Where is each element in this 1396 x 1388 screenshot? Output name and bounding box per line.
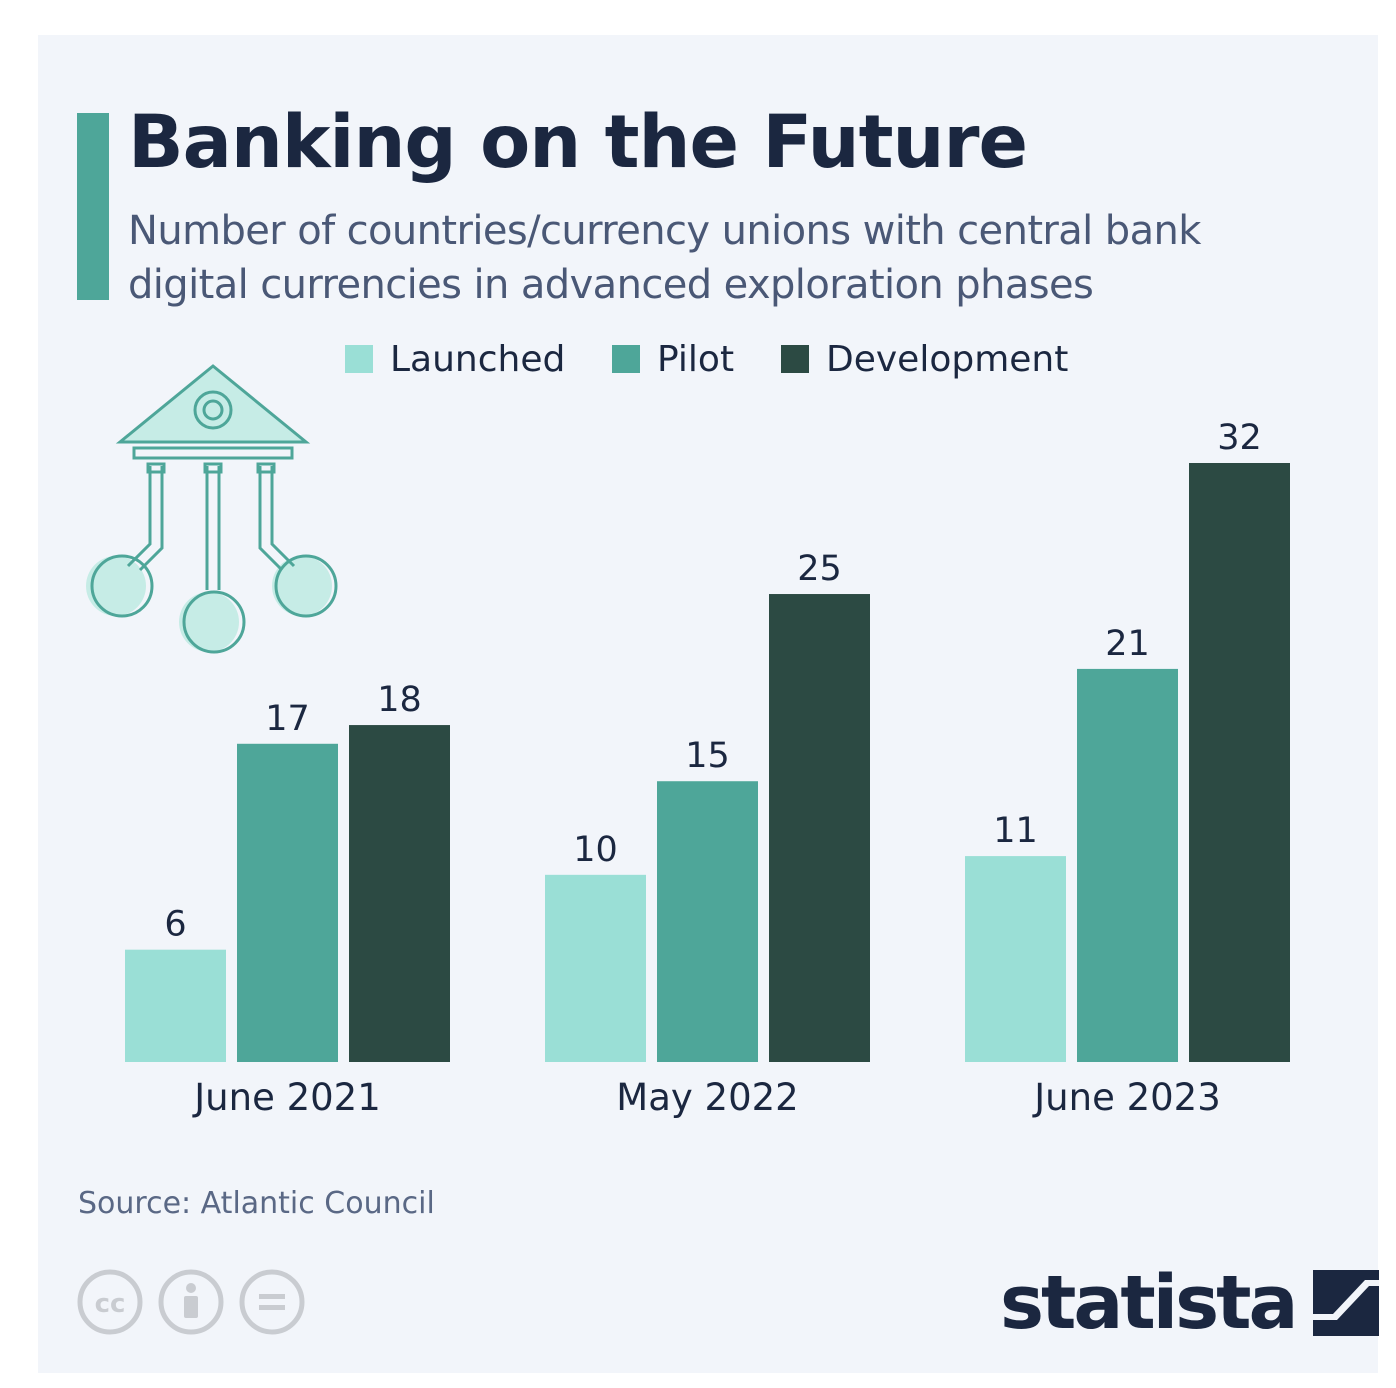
bar-launched-0 (125, 949, 226, 1062)
bar-chart: 6 17 18 June 2021 10 15 25 May 2022 11 21 32 June 2… (125, 418, 1290, 1119)
chart-legend: Launched Pilot Development (0, 334, 1396, 384)
data-label-pilot-1: 15 (685, 736, 730, 776)
title-accent-bar (77, 113, 109, 300)
svg-text:cc: cc (95, 1289, 126, 1319)
legend-item-pilot: Pilot (612, 334, 734, 384)
source-note: Source: Atlantic Council (78, 1186, 435, 1221)
legend-item-launched: Launched (345, 334, 565, 384)
attribution-icon (158, 1269, 224, 1335)
legend-swatch-pilot (612, 345, 640, 373)
category-label-1: May 2022 (616, 1076, 798, 1119)
legend-swatch-development (781, 345, 809, 373)
data-label-pilot-2: 21 (1105, 624, 1150, 664)
category-label-0: June 2021 (192, 1076, 381, 1119)
bar-development-1 (769, 594, 870, 1062)
data-label-development-2: 32 (1217, 418, 1262, 458)
legend-label-development: Development (826, 338, 1069, 380)
chart-title: Banking on the Future (128, 100, 1028, 185)
subtitle-line-2: digital currencies in advanced explorati… (128, 262, 1094, 308)
bar-development-0 (349, 725, 450, 1062)
data-label-launched-1: 10 (573, 830, 618, 870)
data-label-development-0: 18 (377, 680, 422, 720)
statista-logo-mark-icon (1313, 1270, 1380, 1336)
bank-building-circuit-icon (86, 364, 338, 654)
legend-label-pilot: Pilot (657, 338, 735, 380)
data-label-pilot-0: 17 (265, 699, 310, 739)
legend-swatch-launched (345, 345, 373, 373)
statista-logo: statista (1000, 1258, 1380, 1348)
legend-item-development: Development (781, 334, 1068, 384)
no-derivatives-icon (239, 1269, 305, 1335)
category-label-2: June 2023 (1032, 1076, 1221, 1119)
bar-launched-1 (545, 874, 646, 1062)
cc-icon: cc (77, 1269, 143, 1335)
bar-launched-2 (965, 856, 1066, 1062)
subtitle-line-1: Number of countries/currency unions with… (128, 208, 1201, 254)
legend-label-launched: Launched (390, 338, 566, 380)
bar-development-2 (1189, 463, 1290, 1062)
bar-pilot-2 (1077, 668, 1178, 1062)
chart-subtitle: Number of countries/currency unions with… (128, 204, 1308, 312)
bar-pilot-0 (237, 743, 338, 1062)
statista-logo-text: statista (1000, 1260, 1298, 1346)
bar-pilot-1 (657, 781, 758, 1062)
data-label-development-1: 25 (797, 549, 842, 589)
data-label-launched-0: 6 (164, 905, 186, 945)
bank-icon-strokes (86, 364, 338, 654)
data-label-launched-2: 11 (993, 811, 1038, 851)
license-icons: cc (77, 1269, 305, 1335)
